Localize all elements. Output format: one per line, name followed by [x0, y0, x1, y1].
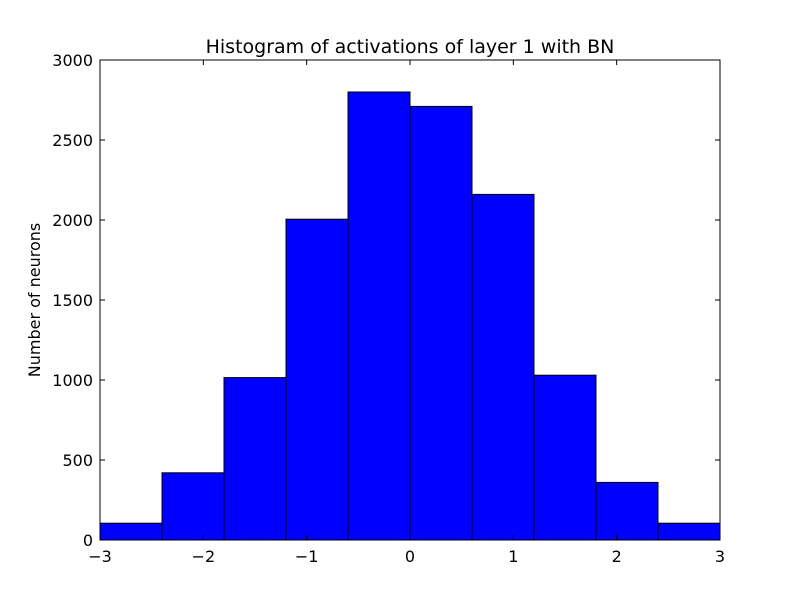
histogram-bar — [533, 374, 597, 541]
y-tick-label: 3000 — [52, 51, 93, 70]
x-tick-label: −2 — [192, 547, 216, 566]
x-tick-label: 2 — [612, 547, 622, 566]
y-tick-label: 0 — [83, 531, 93, 550]
y-tick-label: 1000 — [52, 371, 93, 390]
histogram-bar — [223, 377, 287, 541]
x-tick-label: 1 — [508, 547, 518, 566]
y-tick-label: 1500 — [52, 291, 93, 310]
histogram-bar — [471, 193, 535, 541]
chart-title: Histogram of activations of layer 1 with… — [206, 36, 615, 58]
y-tick-label: 500 — [62, 451, 93, 470]
y-tick-label: 2500 — [52, 131, 93, 150]
histogram-bar — [595, 481, 659, 541]
x-tick-label: −1 — [295, 547, 319, 566]
bars-group — [99, 91, 721, 541]
tick-labels-group: −3 −2 −1 0 1 2 3 0 500 1000 1500 2000 2500 3000 — [52, 51, 725, 566]
histogram-bar — [99, 522, 163, 541]
x-tick-label: 3 — [715, 547, 725, 566]
histogram-bar — [285, 218, 349, 541]
y-tick-label: 2000 — [52, 211, 93, 230]
y-axis-label: Number of neurons — [25, 223, 44, 377]
histogram-bar — [409, 105, 473, 541]
x-tick-label: −3 — [88, 547, 112, 566]
x-tick-label: 0 — [405, 547, 415, 566]
plot-frame — [99, 59, 721, 541]
histogram-bar — [657, 522, 721, 541]
histogram-bar — [161, 472, 225, 541]
histogram-bar — [347, 91, 411, 541]
